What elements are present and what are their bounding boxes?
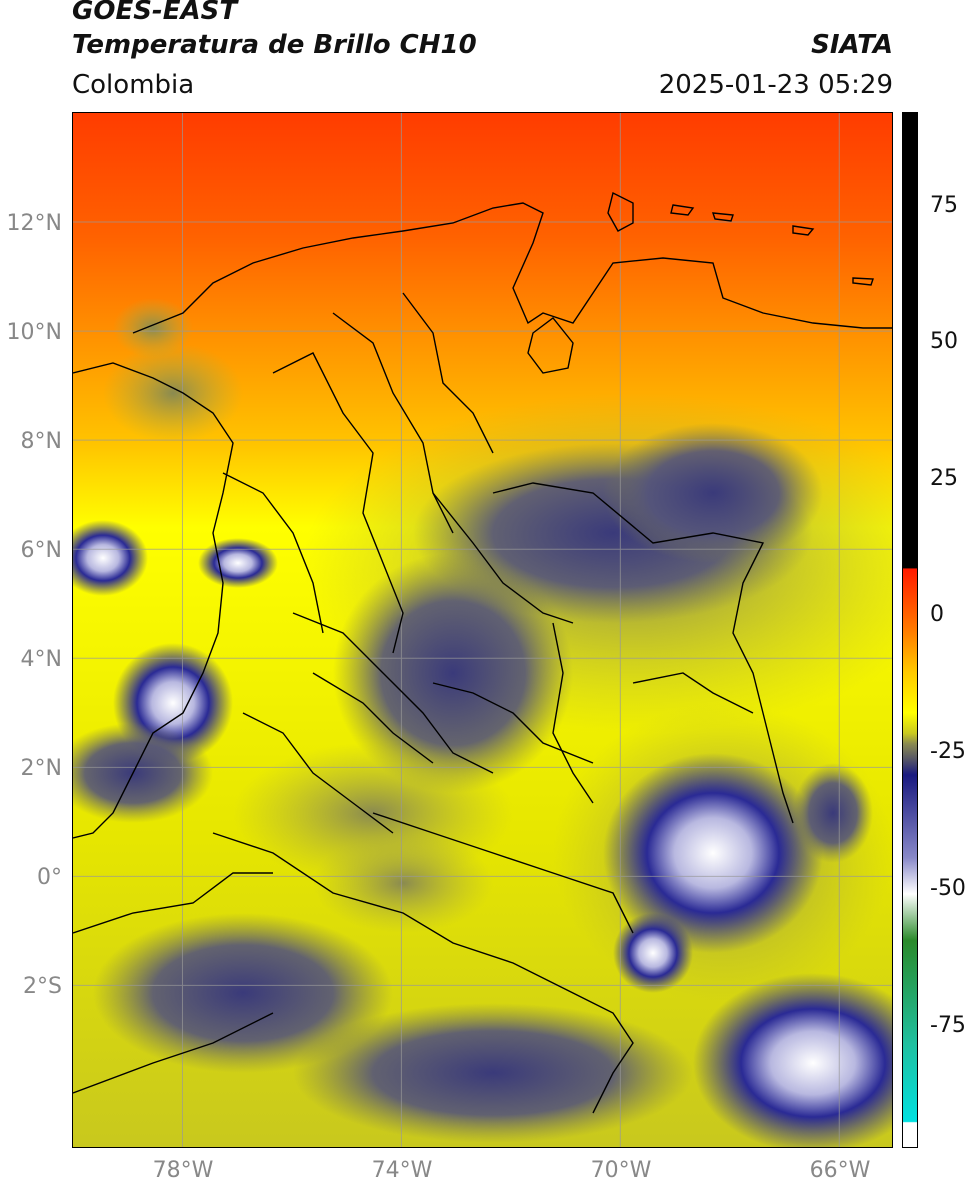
satellite-title: GOES-EAST (72, 0, 238, 26)
timestamp-label: 2025-01-23 05:29 (658, 70, 893, 100)
colorbar-label-0: 0 (930, 602, 944, 627)
colorbar-label-50: 50 (930, 329, 958, 354)
colorbar-label-75: 75 (930, 193, 958, 218)
cloud-systems (73, 298, 892, 1147)
product-title: Temperatura de Brillo CH10 (72, 30, 477, 60)
lon-label-78w: 78°W (152, 1158, 214, 1183)
lat-label-12n: 12°N (6, 211, 62, 236)
country-borders (73, 191, 892, 1114)
map-gridlines (73, 113, 892, 1147)
agency-label: SIATA (811, 30, 893, 60)
lat-label-0: 0° (37, 865, 62, 890)
colorbar-label-25: 25 (930, 466, 958, 491)
colorbar-label-neg50: -50 (930, 876, 966, 901)
lat-label-10n: 10°N (6, 320, 62, 345)
lat-label-6n: 6°N (20, 538, 62, 563)
lat-label-8n: 8°N (20, 429, 62, 454)
lon-label-66w: 66°W (809, 1158, 871, 1183)
colorbar-label-neg25: -25 (930, 739, 966, 764)
colorbar-label-neg75: -75 (930, 1013, 966, 1038)
lon-label-74w: 74°W (371, 1158, 433, 1183)
region-label: Colombia (72, 70, 195, 100)
lat-label-2s: 2°S (23, 974, 62, 999)
lat-label-4n: 4°N (20, 647, 62, 672)
map-canvas (73, 113, 892, 1147)
lon-label-70w: 70°W (590, 1158, 652, 1183)
colorbar (902, 112, 918, 1148)
satellite-map[interactable] (72, 112, 893, 1148)
lat-label-2n: 2°N (20, 756, 62, 781)
